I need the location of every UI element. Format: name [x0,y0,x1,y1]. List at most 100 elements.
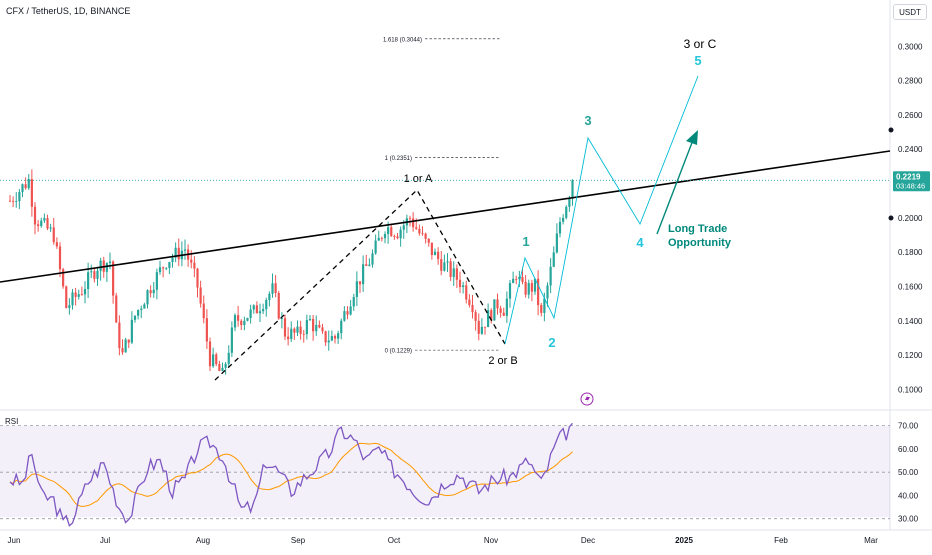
time-tick-label: Sep [291,536,306,545]
candle-body [496,299,499,309]
candle-body [74,292,77,297]
candle-body [171,257,174,263]
candle-body [355,281,358,297]
candle-body [112,261,115,296]
price-tick-label: 0.1800 [898,248,923,257]
candle-body [543,298,546,313]
candle-body [162,267,165,269]
candle-body [396,236,399,239]
abc-dashed-path [214,188,506,381]
time-tick-label: Feb [774,536,788,545]
rsi-tick-label: 40.00 [898,491,919,500]
trade-label-line2: Opportunity [668,237,732,249]
candle-body [246,317,249,321]
time-tick-label: Aug [196,536,210,545]
candle-body [205,318,208,342]
label-3-or-c: 3 or C [684,37,717,51]
candle-body [380,237,383,239]
candle-body [174,247,177,258]
candle-body [530,283,533,292]
candle-body [190,259,193,263]
candle-body [343,311,346,321]
candle-body [227,352,230,364]
candle-body [302,333,305,335]
label-1-or-a: 1 or A [404,173,433,185]
candle-body [21,184,24,192]
candle-body [252,305,255,310]
candle-body [337,333,340,339]
candle-body [221,367,224,371]
candle-body [415,227,418,229]
candle-body [493,299,496,321]
label-2-or-b: 2 or B [488,355,517,367]
candle-body [80,294,83,295]
candle-body [502,312,505,316]
candle-body [30,179,33,207]
candle-body [455,268,458,280]
candle-body [315,325,318,332]
candle-body [546,285,549,299]
candle-body [433,251,437,256]
candle-body [468,299,471,306]
time-tick-label: Mar [864,536,878,545]
candle-body [352,296,355,307]
candle-body [421,233,424,235]
candle-body [408,218,412,220]
candle-body [83,289,87,295]
price-tick-label: 0.1200 [898,351,923,360]
candle-body [18,191,21,202]
candle-body [121,348,124,353]
candle-body [277,292,280,319]
candle-body [430,242,433,256]
candle-body [358,281,362,285]
candle-body [480,326,483,334]
candle-body [199,287,202,304]
candle-body [527,283,530,295]
wave-label-3: 3 [584,113,591,128]
rsi-ma-line [9,442,573,507]
currency-button[interactable]: USDT [893,4,927,20]
candle-body [183,249,187,251]
candle-body [46,218,49,229]
candle-body [240,320,243,326]
candle-body [508,283,512,299]
candle-body [402,225,405,230]
candle-body [212,354,215,367]
candle-body [518,276,521,280]
candle-body [62,269,65,287]
candle-body [143,304,146,309]
candle-body [458,279,462,287]
alert-dot [888,215,894,221]
time-tick-label: Nov [484,536,498,545]
candle-body [37,224,40,227]
candle-body [33,206,37,225]
candle-body [255,305,258,314]
time-tick-label: Jul [100,536,110,545]
wave-label-5: 5 [694,53,701,68]
candle-body [280,318,283,320]
candle-body [371,253,374,265]
candle-body [68,305,71,308]
candle-body [474,312,477,321]
candle-body [115,295,118,323]
time-tick-label: Jun [8,536,21,545]
candle-body [483,326,487,328]
wave-label-1: 1 [522,234,529,249]
candle-body [52,227,55,243]
fib-level-label: 1.618 (0.3044) [383,37,422,43]
candle-body [230,327,233,353]
candle-body [555,233,558,253]
candle-body [146,290,149,305]
candle-body [149,290,152,294]
candle-body [308,318,312,321]
candle-body [312,318,315,332]
last-price-value: 0.2219 [896,172,921,181]
candle-body [293,328,296,333]
candle-body [137,310,140,316]
candle-body [437,251,440,260]
candle-body [87,272,90,290]
candle-body [208,341,212,367]
candle-body [340,320,343,334]
candle-body [77,294,80,297]
